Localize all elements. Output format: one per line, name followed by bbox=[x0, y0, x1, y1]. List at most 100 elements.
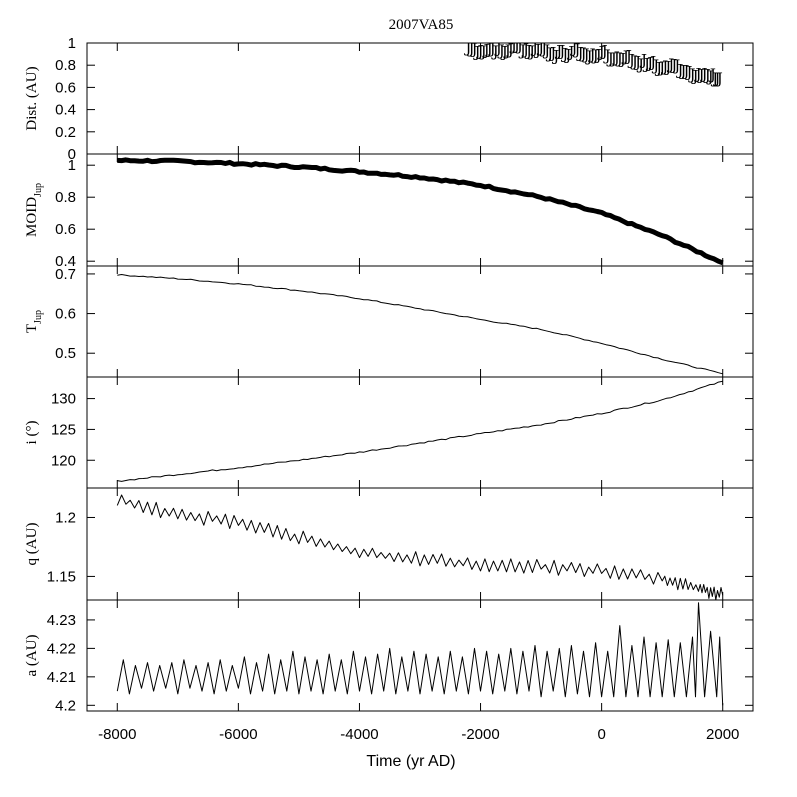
data-point-marker: J bbox=[497, 42, 505, 60]
data-point-marker: J bbox=[473, 43, 481, 61]
data-point-marker: J bbox=[469, 40, 477, 58]
data-point-marker: J bbox=[603, 47, 611, 65]
data-point-marker: J bbox=[669, 56, 677, 74]
y-axis-label-q: q (AU) bbox=[24, 523, 40, 566]
y-axis-label-subscript: Jup bbox=[33, 310, 44, 324]
data-point-marker: J bbox=[645, 54, 653, 72]
data-point-marker: J bbox=[708, 65, 716, 83]
data-point-marker: J bbox=[672, 57, 680, 75]
data-point-marker: J bbox=[642, 55, 650, 73]
y-tick-label: 1 bbox=[68, 35, 76, 52]
data-point-marker: J bbox=[479, 43, 487, 61]
data-point-marker: J bbox=[572, 41, 580, 59]
x-tick-label: -8000 bbox=[98, 726, 136, 743]
data-point-marker: J bbox=[621, 47, 629, 65]
data-point-marker: J bbox=[485, 40, 493, 58]
series-line-incl bbox=[117, 380, 723, 482]
y-axis-label-dist: Dist. (AU) bbox=[24, 66, 40, 130]
data-point-marker: J bbox=[694, 65, 702, 83]
data-point-marker: J bbox=[476, 42, 484, 60]
data-point-marker: J bbox=[524, 42, 532, 60]
x-axis-label: Time (yr AD) bbox=[366, 753, 455, 770]
y-axis-label-incl: i (°) bbox=[24, 421, 40, 445]
series-a bbox=[116, 602, 724, 706]
x-tick-label: -6000 bbox=[219, 726, 257, 743]
y-axis-label-a: a (AU) bbox=[24, 634, 40, 676]
y-tick-label: 0.4 bbox=[55, 253, 76, 270]
y-tick-label: 0 bbox=[68, 146, 76, 163]
data-point-marker: J bbox=[500, 43, 508, 61]
data-point-marker: J bbox=[560, 45, 568, 63]
data-point-marker: J bbox=[578, 44, 586, 62]
data-point-marker: J bbox=[618, 50, 626, 68]
y-tick-label: 0.6 bbox=[55, 306, 76, 323]
y-tick-label: 4.22 bbox=[47, 640, 76, 657]
data-point-marker: J bbox=[545, 44, 553, 62]
y-tick-label: 0.6 bbox=[55, 79, 76, 96]
data-point-marker: J bbox=[681, 62, 689, 80]
data-point-marker: J bbox=[548, 44, 556, 62]
data-point-marker: J bbox=[706, 67, 714, 85]
series-line-tjup bbox=[117, 274, 723, 375]
series-moid bbox=[117, 157, 724, 266]
y-axis-label-tjup: TJup bbox=[24, 310, 44, 333]
data-point-marker: J bbox=[627, 51, 635, 69]
y-axis-label-subscript: Jup bbox=[33, 183, 44, 197]
data-point-marker: J bbox=[521, 40, 529, 58]
y-tick-label: 0.2 bbox=[55, 124, 76, 141]
data-point-marker: J bbox=[512, 36, 520, 54]
data-point-marker: J bbox=[506, 41, 514, 59]
series-incl bbox=[117, 380, 723, 482]
data-point-marker: J bbox=[491, 43, 499, 61]
data-point-marker: J bbox=[654, 59, 662, 77]
chart-title: 2007VA85 bbox=[389, 17, 454, 33]
y-tick-label: 125 bbox=[51, 421, 76, 438]
data-point-marker: J bbox=[554, 42, 562, 60]
y-tick-label: 0.6 bbox=[55, 221, 76, 238]
data-point-marker: J bbox=[648, 53, 656, 71]
data-point-marker: J bbox=[539, 39, 547, 57]
data-point-marker: J bbox=[700, 65, 708, 83]
data-point-marker: J bbox=[594, 46, 602, 64]
data-point-marker: J bbox=[690, 67, 698, 85]
data-point-marker: J bbox=[494, 39, 502, 57]
data-point-marker: J bbox=[600, 42, 608, 60]
data-point-marker: J bbox=[687, 66, 695, 84]
data-point-marker: J bbox=[542, 41, 550, 59]
data-point-marker: J bbox=[712, 69, 720, 87]
data-point-marker: J bbox=[557, 42, 565, 60]
data-point-marker: J bbox=[609, 50, 617, 68]
data-point-marker: J bbox=[630, 52, 638, 70]
data-point-marker: J bbox=[591, 46, 599, 64]
data-point-marker: J bbox=[585, 47, 593, 65]
panel-moid: 0.4 0.6 0.8 1 MOIDJup bbox=[24, 153, 754, 270]
series-dist: JJJJJJJJJJJJJJJJJJJJJJJJJJJJJJJJJJJJJJJJ… bbox=[463, 36, 722, 88]
data-point-marker: J bbox=[660, 57, 668, 75]
data-point-marker: J bbox=[503, 42, 511, 60]
data-point-marker: J bbox=[684, 63, 692, 81]
data-point-marker: J bbox=[624, 47, 632, 65]
data-point-marker: J bbox=[657, 58, 665, 76]
data-point-marker: J bbox=[597, 43, 605, 61]
data-point-marker: J bbox=[697, 66, 705, 84]
x-tick-label: 0 bbox=[597, 726, 605, 743]
series-line-q bbox=[116, 494, 724, 600]
data-point-marker: J bbox=[566, 43, 574, 61]
data-point-marker: J bbox=[710, 69, 718, 87]
data-point-marker: J bbox=[488, 40, 496, 58]
data-point-marker: J bbox=[636, 55, 644, 73]
y-tick-label: 4.2 bbox=[55, 697, 76, 714]
series-line-a bbox=[116, 602, 724, 706]
x-tick-label: 2000 bbox=[706, 726, 739, 743]
data-point-marker: J bbox=[536, 38, 544, 56]
y-tick-label: 4.23 bbox=[47, 612, 76, 629]
x-tick-label: -4000 bbox=[340, 726, 378, 743]
y-tick-label: 0.8 bbox=[55, 189, 76, 206]
y-tick-label: 0.4 bbox=[55, 102, 76, 119]
x-tick-label: -2000 bbox=[461, 726, 499, 743]
data-point-marker: J bbox=[651, 56, 659, 74]
y-tick-label: 0.7 bbox=[55, 266, 76, 283]
y-axis-label-moid: MOIDJup bbox=[24, 183, 44, 237]
panel-frame bbox=[86, 599, 754, 712]
